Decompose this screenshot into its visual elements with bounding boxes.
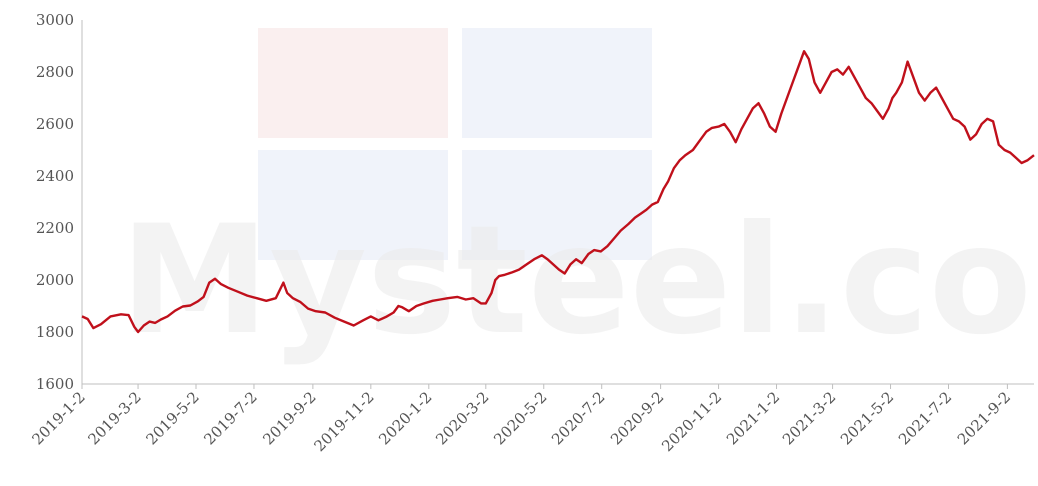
y-tick-label: 1600 (36, 375, 74, 393)
y-tick-label: 2800 (36, 63, 74, 81)
x-tick-label: 2020-1-2 (375, 388, 435, 448)
x-tick-label: 2019-11-2 (311, 388, 378, 455)
x-tick-label: 2021-7-2 (895, 388, 955, 448)
x-tick-label: 2020-11-2 (658, 388, 725, 455)
y-tick-label: 3000 (36, 11, 74, 29)
x-tick-label: 2020-3-2 (432, 388, 492, 448)
x-tick-label: 2020-7-2 (548, 388, 608, 448)
x-tick-label: 2020-9-2 (607, 388, 667, 448)
x-tick-label: 2020-5-2 (490, 388, 550, 448)
y-tick-label: 2000 (36, 271, 74, 289)
x-tick-label: 2019-5-2 (142, 388, 202, 448)
x-tick-label: 2021-1-2 (723, 388, 783, 448)
x-tick-labels: 2019-1-22019-3-22019-5-22019-7-22019-9-2… (28, 384, 1014, 455)
y-tick-label: 2600 (36, 115, 74, 133)
x-tick-label: 2021-9-2 (954, 388, 1014, 448)
y-tick-label: 2400 (36, 167, 74, 185)
x-tick-label: 2019-9-2 (259, 388, 319, 448)
y-tick-label: 1800 (36, 323, 74, 341)
series-line-0 (81, 50, 1035, 334)
x-tick-label: 2021-3-2 (779, 388, 839, 448)
x-tick-label: 2019-3-2 (84, 388, 144, 448)
x-tick-label: 2021-5-2 (837, 388, 897, 448)
mysteel-watermark: Mysteel.com (120, 28, 1038, 368)
x-tick-label: 2019-7-2 (200, 388, 260, 448)
x-tick-label: 2019-1-2 (28, 388, 88, 448)
y-tick-label: 2200 (36, 219, 74, 237)
series-group (81, 50, 1035, 334)
y-tick-labels: 1600 1800 2000 2200 2400 2600 2800 3000 (36, 11, 74, 393)
svg-text:Mysteel.com: Mysteel.com (120, 194, 1038, 368)
chart-axes (81, 20, 1034, 385)
